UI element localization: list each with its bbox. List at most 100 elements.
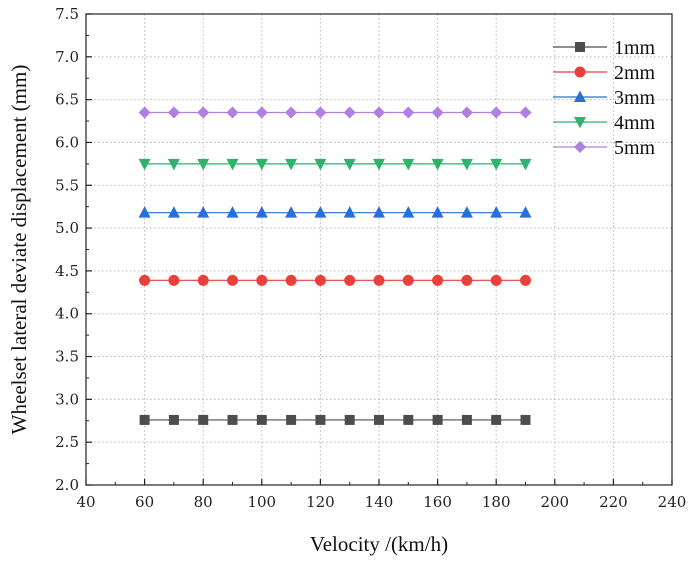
data-point bbox=[315, 414, 326, 425]
y-tick-label: 6.0 bbox=[55, 133, 79, 151]
data-point bbox=[373, 158, 385, 171]
y-tick-label: 4.5 bbox=[55, 262, 79, 280]
y-tick-label: 7.5 bbox=[55, 5, 79, 23]
x-tick-label: 220 bbox=[599, 493, 628, 511]
data-point bbox=[314, 158, 327, 171]
data-point bbox=[373, 106, 385, 119]
legend-marker bbox=[574, 90, 586, 102]
x-tick-label: 80 bbox=[194, 493, 213, 511]
data-point bbox=[402, 106, 415, 119]
data-point bbox=[227, 414, 238, 425]
data-point bbox=[343, 158, 356, 171]
data-point bbox=[226, 106, 239, 119]
x-tick-label: 180 bbox=[482, 493, 511, 511]
series-1mm bbox=[139, 414, 531, 425]
data-point bbox=[431, 106, 444, 119]
data-point bbox=[490, 274, 502, 286]
data-point bbox=[197, 158, 210, 171]
y-tick-label: 2.5 bbox=[55, 433, 79, 451]
data-point bbox=[460, 158, 473, 171]
data-point bbox=[285, 106, 298, 119]
data-point bbox=[197, 106, 210, 119]
data-point bbox=[373, 274, 385, 286]
x-tick-label: 200 bbox=[540, 493, 569, 511]
data-point bbox=[139, 414, 150, 425]
data-point bbox=[402, 206, 415, 218]
data-point bbox=[314, 274, 326, 286]
legend-label: 3mm bbox=[614, 87, 656, 109]
y-tick-label: 3.0 bbox=[55, 390, 79, 408]
data-point bbox=[403, 414, 414, 425]
series-group bbox=[138, 106, 532, 425]
data-point bbox=[198, 414, 209, 425]
data-point bbox=[374, 414, 384, 425]
data-point bbox=[167, 206, 180, 218]
legend-item-3mm: 3mm bbox=[553, 87, 656, 109]
data-point bbox=[285, 158, 298, 171]
x-tick-label: 140 bbox=[365, 493, 394, 511]
data-point bbox=[167, 158, 180, 171]
data-point bbox=[286, 414, 297, 425]
legend-item-5mm: 5mm bbox=[553, 137, 656, 159]
legend-item-4mm: 4mm bbox=[553, 112, 656, 134]
data-point bbox=[314, 206, 327, 218]
data-point bbox=[431, 158, 444, 171]
series-5mm bbox=[138, 106, 532, 119]
legend-label: 5mm bbox=[614, 137, 656, 159]
y-tick-label: 7.0 bbox=[55, 48, 79, 66]
data-point bbox=[168, 414, 179, 425]
data-point bbox=[520, 414, 531, 425]
x-tick-label: 120 bbox=[306, 493, 335, 511]
legend-marker bbox=[574, 66, 586, 78]
y-tick-label: 3.5 bbox=[55, 348, 79, 366]
x-tick-label: 240 bbox=[658, 493, 687, 511]
data-point bbox=[402, 158, 415, 171]
data-point bbox=[139, 274, 151, 286]
data-point bbox=[285, 206, 298, 218]
data-point bbox=[490, 158, 503, 171]
data-point bbox=[138, 158, 151, 171]
axis-ticks: 40 60 80 100 120 140 160 180 200 220 240 2.0 2.5 3.0 3… bbox=[55, 5, 686, 511]
data-point bbox=[167, 106, 180, 119]
series-2mm bbox=[139, 274, 531, 286]
data-point bbox=[227, 274, 238, 286]
data-point bbox=[343, 206, 356, 218]
data-point bbox=[285, 274, 297, 286]
data-point bbox=[519, 206, 532, 218]
data-point bbox=[431, 206, 444, 218]
legend-label: 1mm bbox=[614, 37, 656, 59]
legend: 1mm 2mm 3mm 4mm 5mm bbox=[553, 37, 656, 159]
x-axis-title: Velocity /(km/h) bbox=[310, 532, 448, 556]
data-point bbox=[490, 206, 503, 218]
data-point bbox=[197, 206, 210, 218]
y-tick-label: 4.0 bbox=[55, 305, 79, 323]
legend-label: 4mm bbox=[614, 112, 656, 134]
data-point bbox=[519, 158, 532, 171]
data-point bbox=[256, 414, 267, 425]
legend-item-2mm: 2mm bbox=[553, 62, 656, 84]
data-point bbox=[138, 106, 151, 119]
data-point bbox=[344, 414, 355, 425]
y-tick-label: 5.0 bbox=[55, 219, 79, 237]
series-4mm bbox=[138, 158, 532, 171]
data-point bbox=[461, 274, 473, 286]
data-point bbox=[226, 206, 239, 218]
data-point bbox=[344, 274, 356, 286]
data-point bbox=[491, 414, 502, 425]
data-point bbox=[373, 206, 385, 218]
y-tick-label: 5.5 bbox=[55, 176, 79, 194]
data-point bbox=[255, 158, 268, 171]
data-point bbox=[432, 414, 443, 425]
data-point bbox=[314, 106, 327, 119]
y-tick-label: 2.0 bbox=[55, 476, 79, 494]
data-point bbox=[520, 274, 531, 286]
x-tick-label: 160 bbox=[423, 493, 452, 511]
x-tick-label: 40 bbox=[76, 493, 95, 511]
legend-marker bbox=[574, 141, 586, 153]
data-point bbox=[460, 206, 473, 218]
data-point bbox=[490, 106, 503, 119]
data-point bbox=[256, 274, 268, 286]
data-point bbox=[197, 274, 209, 286]
data-point bbox=[519, 106, 532, 119]
x-tick-label: 60 bbox=[135, 493, 154, 511]
